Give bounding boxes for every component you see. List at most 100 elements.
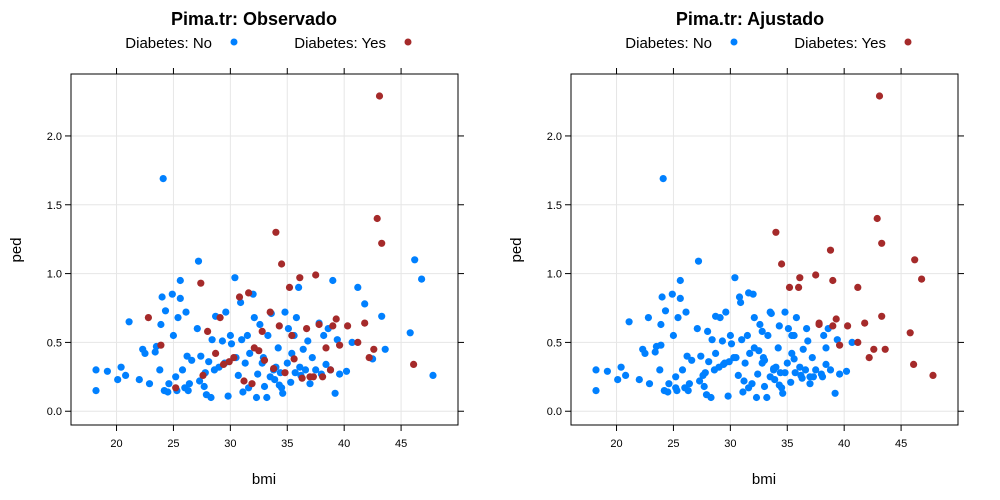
legend: Diabetes: No Diabetes: Yes bbox=[625, 35, 912, 52]
point-diabetes-no bbox=[329, 276, 337, 285]
point-diabetes-no bbox=[281, 308, 289, 316]
point-diabetes-no bbox=[806, 380, 814, 388]
x-tick-label: 30 bbox=[224, 438, 236, 450]
point-diabetes-yes bbox=[354, 338, 362, 346]
point-diabetes-no bbox=[296, 363, 304, 371]
point-diabetes-yes bbox=[216, 314, 224, 322]
point-diabetes-no bbox=[758, 327, 766, 335]
point-diabetes-yes bbox=[854, 338, 862, 346]
point-diabetes-no bbox=[308, 354, 316, 362]
point-diabetes-no bbox=[812, 366, 820, 374]
point-diabetes-no bbox=[644, 314, 653, 322]
point-diabetes-yes bbox=[225, 358, 233, 366]
point-diabetes-no bbox=[237, 298, 245, 307]
point-diabetes-yes bbox=[785, 283, 794, 291]
point-diabetes-yes bbox=[230, 354, 238, 362]
point-diabetes-no bbox=[224, 392, 232, 400]
point-diabetes-no bbox=[676, 294, 684, 302]
point-diabetes-yes bbox=[290, 355, 298, 363]
y-tick-label: 0.5 bbox=[547, 337, 562, 349]
point-diabetes-no bbox=[592, 366, 600, 374]
point-diabetes-no bbox=[122, 371, 130, 379]
point-diabetes-no bbox=[194, 257, 203, 265]
point-diabetes-yes bbox=[197, 279, 205, 287]
x-tick-label: 45 bbox=[895, 438, 907, 450]
point-diabetes-no bbox=[779, 389, 787, 397]
point-diabetes-no bbox=[617, 363, 625, 371]
legend-marker-yes bbox=[904, 38, 912, 46]
point-diabetes-no bbox=[274, 344, 282, 352]
x-axis-label: bmi bbox=[252, 471, 276, 488]
point-diabetes-no bbox=[822, 360, 830, 368]
point-diabetes-no bbox=[657, 320, 665, 329]
point-diabetes-no bbox=[661, 307, 670, 315]
point-diabetes-no bbox=[238, 336, 246, 344]
point-diabetes-no bbox=[833, 336, 841, 344]
point-diabetes-no bbox=[725, 358, 733, 366]
x-tick-label: 25 bbox=[167, 438, 179, 450]
point-diabetes-no bbox=[231, 274, 239, 282]
point-diabetes-yes bbox=[260, 356, 269, 364]
point-diabetes-no bbox=[775, 322, 783, 330]
point-diabetes-no bbox=[271, 376, 279, 384]
x-tick-label: 35 bbox=[781, 438, 793, 450]
point-diabetes-no bbox=[760, 382, 769, 391]
legend-marker-no bbox=[230, 38, 238, 46]
point-diabetes-no bbox=[295, 283, 303, 291]
point-diabetes-yes bbox=[826, 246, 835, 254]
point-diabetes-no bbox=[718, 337, 727, 345]
point-diabetes-no bbox=[178, 366, 187, 374]
point-diabetes-no bbox=[750, 314, 758, 322]
point-diabetes-no bbox=[764, 331, 772, 340]
point-diabetes-no bbox=[656, 366, 664, 374]
point-diabetes-no bbox=[361, 300, 369, 308]
point-diabetes-no bbox=[755, 347, 763, 355]
point-diabetes-no bbox=[158, 293, 166, 301]
data-points bbox=[92, 92, 437, 402]
point-diabetes-no bbox=[672, 373, 680, 381]
point-diabetes-yes bbox=[911, 256, 919, 264]
point-diabetes-no bbox=[732, 354, 740, 362]
point-diabetes-no bbox=[735, 293, 744, 301]
y-tick-label: 1.5 bbox=[547, 200, 562, 212]
point-diabetes-yes bbox=[796, 274, 804, 282]
point-diabetes-no bbox=[184, 387, 192, 395]
point-diabetes-yes bbox=[795, 283, 803, 291]
point-diabetes-yes bbox=[370, 345, 378, 353]
point-diabetes-no bbox=[114, 376, 122, 384]
point-diabetes-no bbox=[381, 345, 389, 353]
point-diabetes-no bbox=[411, 256, 419, 264]
point-diabetes-no bbox=[208, 336, 216, 344]
point-diabetes-no bbox=[651, 348, 659, 356]
point-diabetes-no bbox=[263, 393, 271, 402]
point-diabetes-yes bbox=[235, 293, 244, 301]
point-diabetes-no bbox=[625, 318, 633, 326]
axes: 20 25 30 35 40 45 0.0 0.5 1.0 1.5 2.0 bbox=[547, 68, 964, 450]
point-diabetes-no bbox=[791, 369, 799, 377]
chart-panel-ajustado: Pima.tr: Ajustado Diabetes: No Diabetes:… bbox=[508, 9, 964, 488]
point-diabetes-no bbox=[279, 389, 287, 397]
point-diabetes-yes bbox=[312, 271, 320, 279]
point-diabetes-yes bbox=[854, 283, 862, 291]
point-diabetes-no bbox=[157, 320, 165, 329]
point-diabetes-no bbox=[778, 384, 786, 392]
point-diabetes-no bbox=[799, 345, 807, 353]
point-diabetes-yes bbox=[172, 384, 180, 392]
point-diabetes-no bbox=[798, 374, 806, 382]
point-diabetes-yes bbox=[219, 360, 228, 368]
x-tick-label: 25 bbox=[667, 438, 679, 450]
point-diabetes-no bbox=[822, 344, 830, 352]
point-diabetes-yes bbox=[361, 319, 369, 327]
point-diabetes-no bbox=[694, 257, 703, 265]
point-diabetes-no bbox=[159, 175, 167, 183]
point-diabetes-no bbox=[241, 359, 249, 367]
point-diabetes-no bbox=[772, 363, 780, 371]
point-diabetes-yes bbox=[315, 320, 323, 329]
x-tick-label: 45 bbox=[395, 438, 407, 450]
point-diabetes-yes bbox=[812, 271, 820, 279]
point-diabetes-no bbox=[674, 314, 682, 322]
point-diabetes-no bbox=[205, 358, 213, 366]
point-diabetes-no bbox=[781, 308, 789, 316]
point-diabetes-no bbox=[763, 393, 771, 402]
point-diabetes-yes bbox=[336, 341, 344, 349]
